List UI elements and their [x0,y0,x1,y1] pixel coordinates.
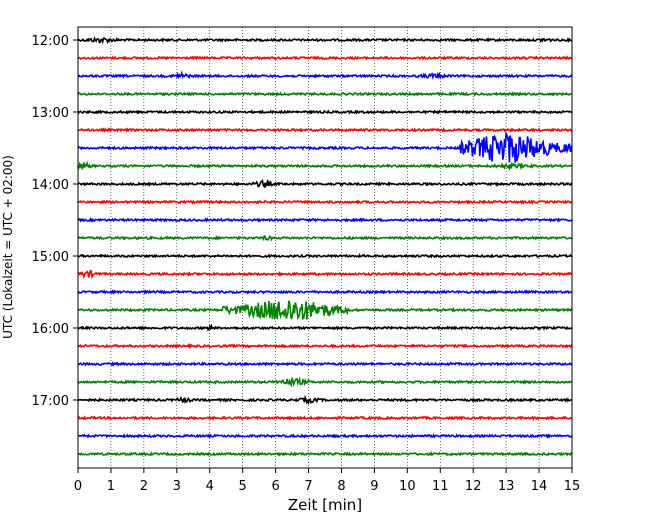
y-axis-ticks: 12:00 13:00 14:00 15:00 16:00 17:00 [32,34,78,409]
y-axis-label: UTC (Lokalzeit = UTC + 02:00) [1,155,15,339]
trace-1245 [77,91,573,97]
trace-1630 [77,361,573,367]
trace-1615 [77,343,573,350]
y-tick-label-1500: 15:00 [32,250,69,265]
y-tick-label-1200: 12:00 [32,34,69,49]
trace-1600 [77,323,573,332]
x-axis-ticks: 0 1 2 3 4 5 6 7 8 9 10 11 12 13 14 15 [74,468,580,494]
x-axis-label: Zeit [min] [288,496,362,514]
y-tick-label-1300: 13:00 [32,106,69,121]
x-tick-label-6: 6 [271,479,279,494]
trace-1430 [77,217,573,223]
trace-1400 [77,178,573,189]
trace-1230 [77,70,573,81]
x-tick-label-14: 14 [531,479,548,494]
trace-1745 [77,451,573,457]
x-tick-label-10: 10 [399,479,416,494]
trace-1545 [77,300,573,321]
x-tick-label-15: 15 [564,479,581,494]
trace-1645 [77,376,573,388]
x-tick-label-8: 8 [337,479,345,494]
trace-1315 [77,127,573,133]
trace-1445 [77,235,573,242]
x-tick-label-0: 0 [74,479,82,494]
plot-frame [77,26,573,469]
x-tick-label-12: 12 [465,479,482,494]
x-tick-label-7: 7 [304,479,312,494]
trace-1415 [77,199,573,205]
y-tick-label-1400: 14:00 [32,178,69,193]
x-tick-label-9: 9 [370,479,378,494]
y-tick-label-1600: 16:00 [32,322,69,337]
x-tick-label-4: 4 [206,479,214,494]
trace-1700 [77,394,573,406]
trace-1330 [77,130,573,163]
x-tick-label-5: 5 [239,479,247,494]
trace-1215 [77,55,573,61]
trace-1345 [77,160,573,172]
trace-1715 [77,415,573,421]
x-tick-label-1: 1 [107,479,115,494]
trace-1200 [77,36,573,45]
trace-1530 [77,289,573,295]
x-tick-label-11: 11 [432,479,449,494]
y-tick-label-1700: 17:00 [32,394,69,409]
trace-1730 [77,433,573,439]
trace-series [77,36,573,457]
trace-1515 [77,270,573,280]
trace-1300 [77,109,573,115]
x-tick-label-13: 13 [498,479,515,494]
x-tick-label-2: 2 [140,479,148,494]
x-tick-label-3: 3 [173,479,181,494]
trace-1500 [77,253,573,259]
